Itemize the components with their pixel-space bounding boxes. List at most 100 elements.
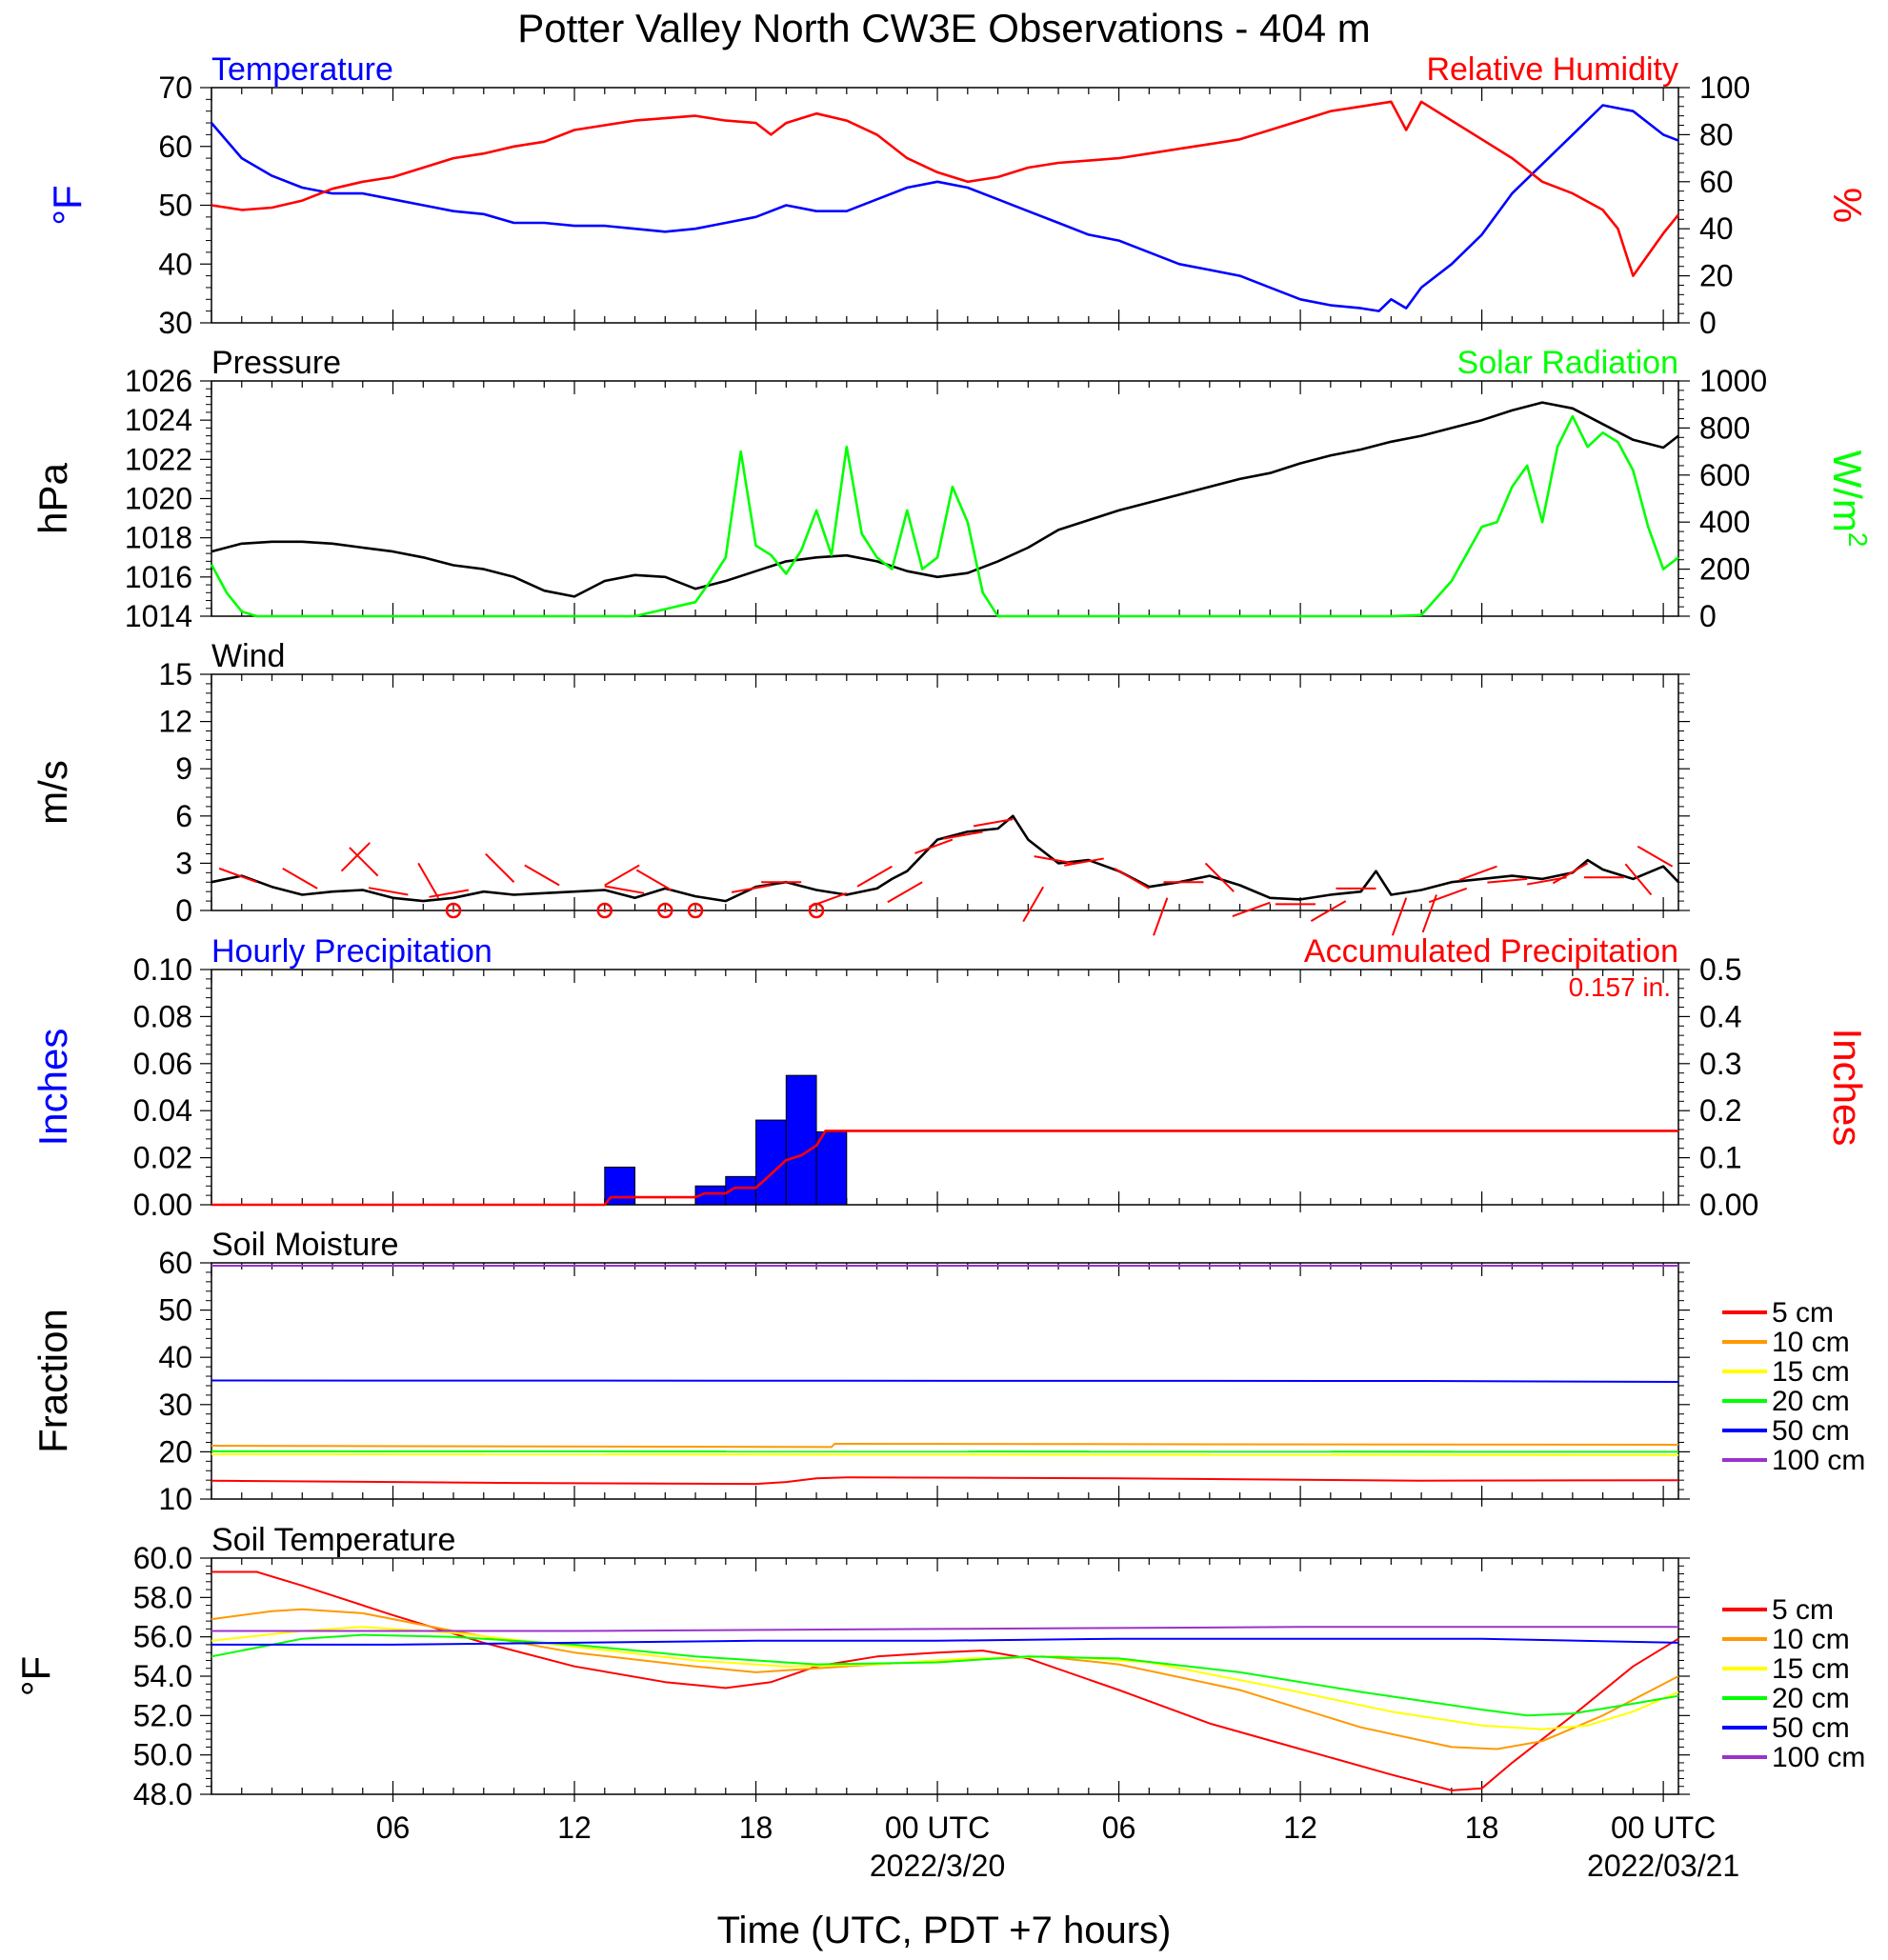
legend-label: 20 cm (1772, 1683, 1850, 1714)
series-depth_20cm (211, 1450, 1679, 1453)
y-tick-label-left: 0.00 (133, 1188, 192, 1222)
y-axis-label-right: Inches (1825, 1029, 1870, 1147)
precip-bar (815, 1130, 848, 1206)
x-tick-label: 00 UTC (1611, 1810, 1716, 1845)
wind-barb (524, 864, 560, 887)
legend-label: 5 cm (1772, 1297, 1834, 1329)
y-tick-label-left: 60 (158, 130, 192, 164)
y-axis-label-right: % (1825, 188, 1870, 223)
calm-marker-dot (693, 909, 697, 912)
y-tick-label-left: 60 (158, 1246, 192, 1280)
chart-title: Potter Valley North CW3E Observations - … (517, 6, 1371, 50)
wind-barb (218, 867, 257, 884)
y-tick-label-left: 56.0 (133, 1620, 192, 1654)
wind-barb (1064, 857, 1104, 867)
panel-soil-temp: 48.0 50.0 52.0 54.0 56.0 58.0 60.0 Soil Tempera… (13, 1522, 1865, 1811)
x-date-label: 2022/3/20 (870, 1849, 1005, 1883)
y-tick-label-left: 30 (158, 1388, 192, 1422)
y-tick-label-right: 0.00 (1699, 1188, 1758, 1222)
wind-barb (368, 887, 409, 896)
panel-title-left: Soil Temperature (211, 1522, 455, 1558)
y-axis-label-left: hPa (30, 462, 75, 533)
y-tick-label-left: 1022 (125, 442, 192, 476)
panel-frame (211, 673, 1679, 911)
y-axis-label-left: Inches (30, 1029, 75, 1147)
y-tick-label-right: 100 (1699, 70, 1750, 105)
y-tick-label-left: 1024 (125, 403, 192, 437)
wind-barb (973, 818, 1014, 828)
x-tick-label: 12 (557, 1810, 592, 1845)
series-depth_100cm (211, 1626, 1678, 1632)
panel-title-left: Wind (211, 638, 285, 674)
series-pressure (211, 401, 1679, 598)
panel-frame (211, 969, 1679, 1206)
x-tick-label: 00 UTC (885, 1810, 990, 1845)
panel-title-left: Pressure (211, 345, 341, 381)
y-tick-label-right: 0 (1699, 599, 1717, 633)
series-wind (211, 814, 1679, 903)
series-temperature (211, 104, 1679, 312)
y-tick-label-right: 60 (1699, 165, 1734, 199)
wind-barb (340, 842, 371, 872)
calm-marker (657, 902, 673, 919)
y-tick-label-left: 30 (158, 306, 192, 340)
calm-marker (687, 902, 704, 919)
panel-title-right: Relative Humidity (1426, 51, 1678, 88)
calm-marker-dot (663, 909, 668, 912)
precip-bar (785, 1074, 817, 1206)
wind-barb (417, 862, 440, 899)
precip-bar (755, 1119, 787, 1206)
y-tick-label-left: 52.0 (133, 1698, 192, 1732)
y-tick-label-left: 15 (158, 657, 192, 691)
legend-label: 15 cm (1772, 1356, 1850, 1388)
y-tick-label-right: 0.3 (1699, 1047, 1741, 1081)
y-tick-label-left: 12 (158, 705, 192, 739)
accumulated-total-label: 0.157 in. (1569, 972, 1671, 1002)
y-tick-label-right: 800 (1699, 410, 1750, 445)
y-axis-label-left: Fraction (30, 1309, 75, 1453)
x-axis-label: Time (UTC, PDT +7 hours) (717, 1910, 1172, 1951)
x-date-label: 2022/03/21 (1587, 1849, 1739, 1883)
y-tick-label-right: 80 (1699, 117, 1734, 151)
panel-title-left: Temperature (211, 51, 393, 88)
legend-label: 50 cm (1772, 1415, 1850, 1447)
wind-barb (1428, 887, 1468, 904)
y-tick-label-right: 0.5 (1699, 952, 1741, 987)
series-depth_20cm (211, 1633, 1679, 1717)
y-tick-label-right: 0.1 (1699, 1141, 1741, 1175)
y-tick-label-right: 20 (1699, 259, 1734, 293)
y-tick-label-left: 54.0 (133, 1659, 192, 1693)
x-tick-label: 12 (1283, 1810, 1317, 1845)
y-tick-label-left: 20 (158, 1434, 192, 1469)
panel-title-right: Accumulated Precipitation (1304, 933, 1678, 970)
panel-title-right: Solar Radiation (1457, 345, 1678, 381)
legend-label: 5 cm (1772, 1594, 1834, 1626)
calm-marker-dot (814, 909, 818, 912)
y-tick-label-left: 1014 (125, 599, 192, 633)
panel-frame (211, 1557, 1679, 1795)
y-tick-label-left: 50 (158, 189, 192, 223)
wind-barb (1637, 845, 1674, 868)
wind-barb (914, 838, 954, 854)
y-tick-label-left: 3 (175, 846, 192, 880)
y-axis-label-left: °F (13, 1656, 58, 1696)
wind-barb (1487, 877, 1528, 884)
panel-pressure-solar: 1014 1016 1018 1020 1022 1024 1026 0 200 400 600 80… (30, 345, 1873, 633)
x-tick-label: 06 (376, 1810, 411, 1845)
series-depth_5cm (211, 1476, 1679, 1486)
panel-title-left: Soil Moisture (211, 1227, 399, 1263)
wind-barb (1114, 867, 1150, 890)
wind-barb (1034, 855, 1075, 865)
y-tick-label-left: 48.0 (133, 1777, 192, 1811)
y-tick-label-left: 40 (158, 247, 192, 281)
y-tick-label-left: 0.02 (133, 1141, 192, 1175)
y-tick-label-left: 9 (175, 751, 192, 786)
y-tick-label-right: 0.4 (1699, 999, 1741, 1033)
y-tick-label-left: 70 (158, 70, 192, 105)
y-tick-label-left: 1020 (125, 482, 192, 516)
panel-wind: 0 3 6 9 12 15 Wind m/s (30, 638, 1690, 936)
legend-label: 100 cm (1772, 1445, 1865, 1476)
y-axis-label-left: m/s (30, 760, 75, 825)
y-tick-label-left: 0.10 (133, 952, 192, 987)
